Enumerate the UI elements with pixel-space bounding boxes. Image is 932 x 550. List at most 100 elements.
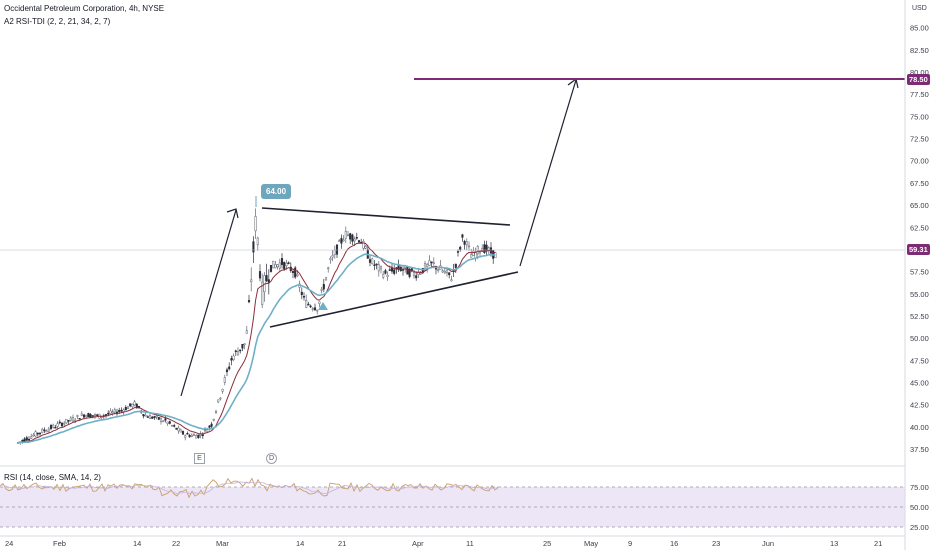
rsi-tick-label: 50.00 [910,503,929,512]
candle-body [188,435,191,438]
rsi-tick-label: 25.00 [910,523,929,532]
candle-body [258,271,262,279]
candle-body [146,416,149,418]
candle-body [157,417,160,420]
time-tick-label: 14 [133,539,141,548]
candle-body [377,264,380,272]
candle-body [153,416,156,419]
time-tick-label: Apr [412,539,424,548]
candle-body [195,435,198,439]
price-tick-label: 67.50 [910,179,929,188]
candle-body [210,423,213,427]
rsi-legend[interactable]: RSI (14, close, SMA, 14, 2) [4,473,101,482]
candle-body [109,410,112,414]
time-tick-label: May [584,539,598,548]
candle-body [239,349,242,352]
candle-body [148,415,152,419]
candle-body [175,427,178,430]
candle-body [254,216,257,232]
candle-body [294,267,297,278]
candle-body [38,432,42,435]
candle-body [113,409,116,413]
candle-body [82,414,86,418]
candle-body [250,279,253,283]
candle-body [272,260,275,269]
candle-body [177,427,180,432]
candlestick-series [16,208,497,445]
triangle-lower-line [269,271,519,328]
candle-body [419,272,422,275]
candle-body [142,414,145,417]
candle-body [454,263,457,268]
target-price-tag: 78.50 [907,74,930,85]
price-tick-label: 72.50 [910,135,929,144]
candle-body [364,246,367,249]
time-tick-label: 11 [466,539,474,548]
candle-body [155,415,158,418]
price-tick-label: 52.50 [910,312,929,321]
rsi-axis: 75.00 50.00 25.00 [910,483,929,532]
price-tick-label: 42.50 [910,401,929,410]
dividend-marker[interactable]: D [266,453,277,464]
candle-body [410,268,413,271]
candle-body [74,419,77,422]
candle-body [461,234,464,238]
candle-body [423,263,427,271]
candle-body [214,411,218,413]
earnings-marker[interactable]: E [194,453,205,464]
candle-body [344,230,347,239]
candle-body [164,418,167,421]
last-price-tag: 59.31 [907,244,930,255]
candle-body [346,234,350,237]
candle-body [415,275,418,279]
price-callout[interactable]: 64.00 [261,184,292,199]
projection-arrow [519,79,577,267]
candle-body [269,265,273,272]
candle-body [93,414,97,417]
candle-body [78,418,81,420]
time-tick-label: Mar [216,539,229,548]
candle-body [357,240,361,243]
candle-body [181,431,185,435]
symbol-legend[interactable]: Occidental Petroleum Corporation, 4h, NY… [4,4,165,13]
candle-body [199,433,202,436]
candle-body [417,271,420,275]
candle-body [27,438,31,441]
candle-body [302,296,306,298]
candle-body [428,260,431,266]
candle-body [89,414,92,418]
candle-body [307,303,310,306]
candle-body [23,438,26,443]
candle-body [168,421,171,424]
candle-body [122,409,125,412]
candle-body [225,369,229,373]
triangle-marker [318,302,328,310]
candle-body [56,423,59,427]
candle-body [351,234,354,242]
time-tick-label: Feb [53,539,66,548]
candle-body [456,251,460,253]
candle-body [126,406,130,409]
candle-body [144,414,147,417]
candle-body [379,266,383,270]
candle-body [96,414,99,416]
candle-body [245,330,248,334]
candle-body [426,264,429,268]
candle-body [219,397,222,400]
candle-body [274,264,277,269]
candle-body [67,420,70,422]
candle-body [483,244,486,253]
time-tick-label: 21 [874,539,882,548]
candle-body [104,414,108,416]
candle-body [459,246,462,250]
candle-body [450,279,453,282]
candle-body [184,435,187,438]
candle-body [236,351,240,356]
price-tick-label: 47.50 [910,356,929,365]
candle-body [463,240,466,245]
indicator-legend[interactable]: A2 RSI-TDI (2, 2, 21, 34, 2, 7) [4,17,111,26]
candle-body [166,421,169,424]
candle-body [131,403,134,407]
candle-body [63,422,66,425]
